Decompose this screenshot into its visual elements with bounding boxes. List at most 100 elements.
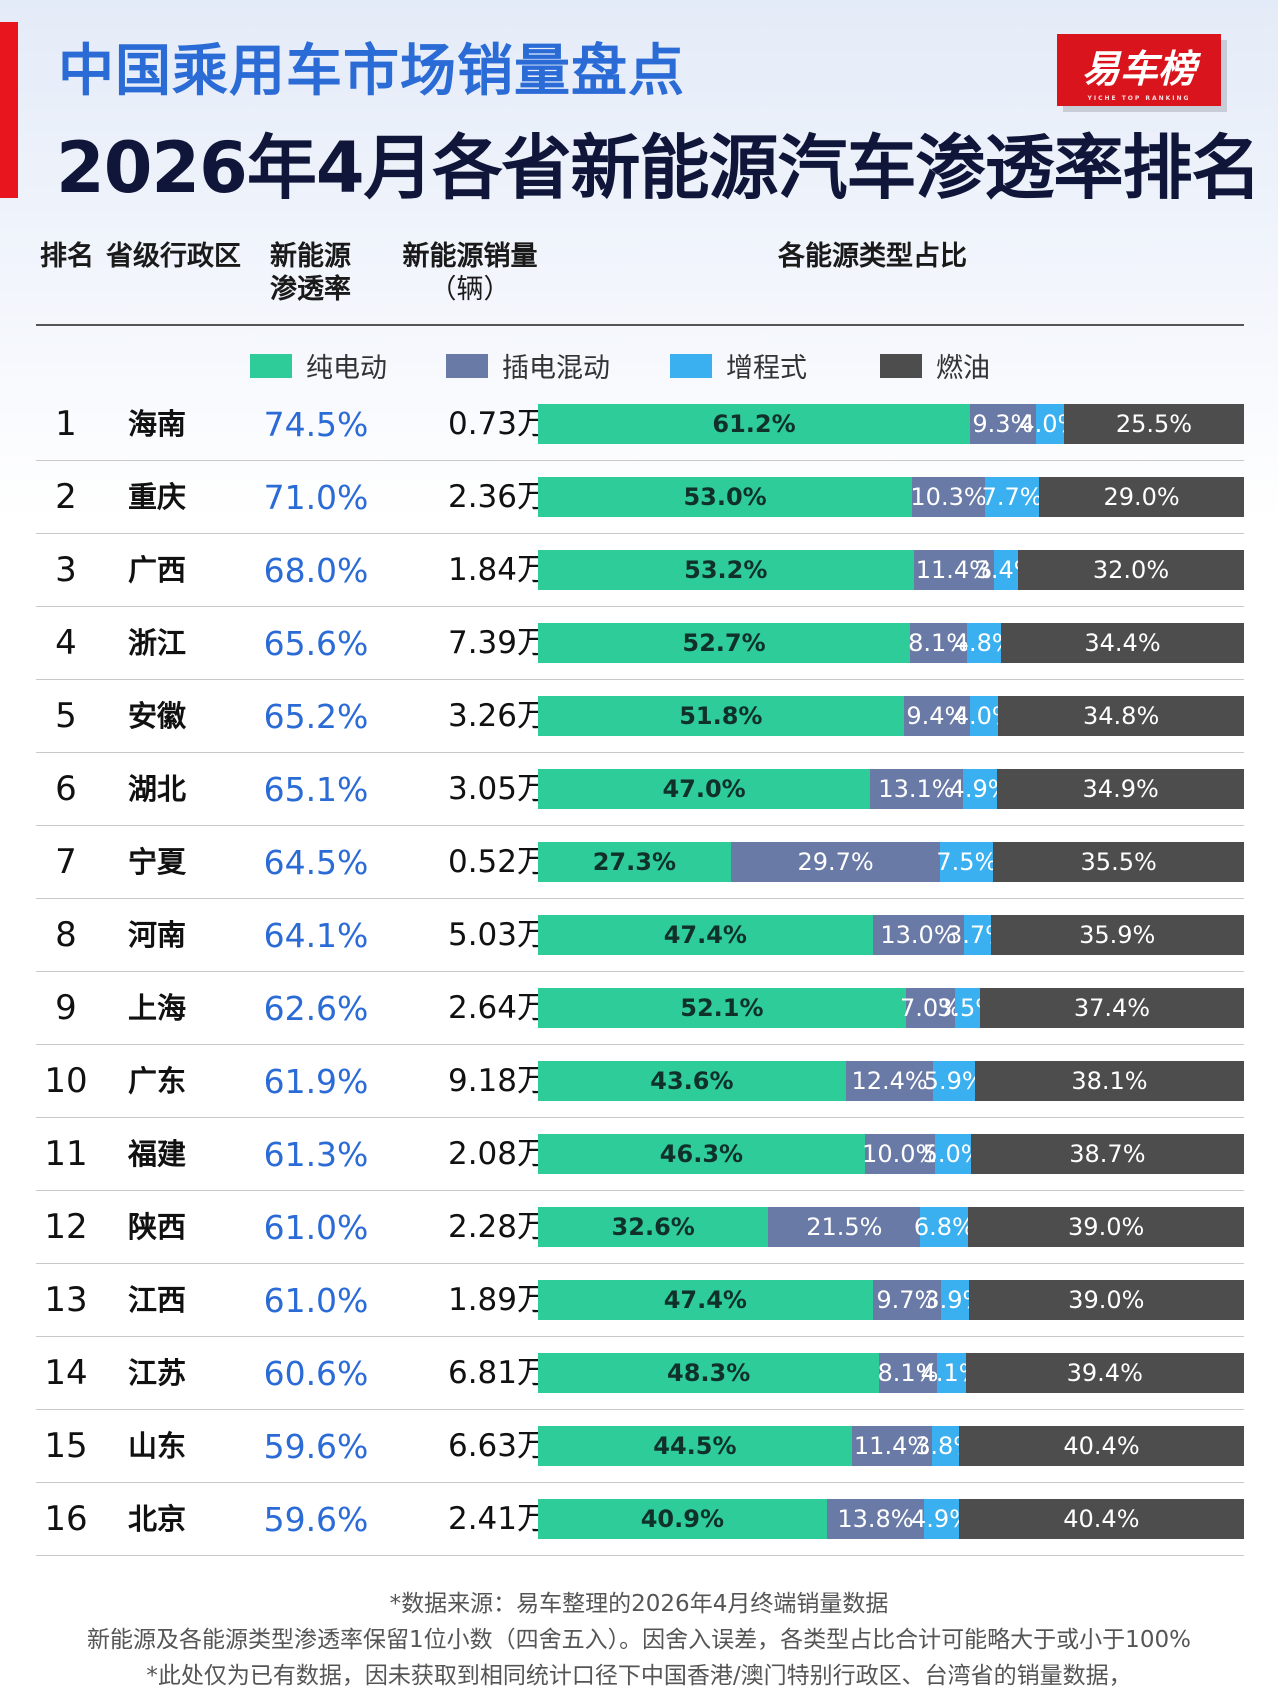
- bar-segment-bev: 27.3%: [538, 842, 731, 882]
- data-label-fuel: 25.5%: [1115, 410, 1193, 438]
- data-label-phev: 8.1%: [877, 1359, 939, 1387]
- bar-segment-fuel: 39.0%: [968, 1280, 1244, 1320]
- header-rule: [36, 324, 1244, 326]
- bar-segment-fuel: 38.7%: [970, 1134, 1244, 1174]
- share-bar: 32.6% 21.5% 6.8% 39.0%: [538, 1207, 1244, 1247]
- nev-sales-cell: 2.36万: [447, 479, 548, 515]
- data-label-bev: 52.1%: [680, 994, 764, 1022]
- row-divider: [36, 971, 1244, 972]
- header-rank: 排名: [40, 241, 94, 272]
- rank-cell: 13: [44, 1280, 88, 1320]
- share-bar: 27.3% 29.7% 7.5% 35.5%: [538, 842, 1244, 882]
- bar-segment-fuel: 39.4%: [965, 1353, 1244, 1393]
- bar-segment-bev: 32.6%: [538, 1207, 769, 1247]
- row-divider: [36, 1044, 1244, 1045]
- bar-segment-phev: 9.3%: [970, 404, 1036, 444]
- bar-segment-erev: 3.9%: [924, 1280, 985, 1320]
- bar-segment-erev: 3.8%: [915, 1426, 976, 1466]
- bar-segment-bev: 47.0%: [538, 769, 871, 809]
- province-cell: 广东: [128, 1064, 187, 1098]
- share-bar: 43.6% 12.4% 5.9% 38.1%: [538, 1061, 1244, 1101]
- province-cell: 福建: [128, 1137, 187, 1171]
- nev-sales-cell: 3.05万: [447, 771, 548, 807]
- nev-sales-cell: 3.26万: [447, 698, 548, 734]
- province-cell: 陕西: [128, 1210, 187, 1244]
- bar-segment-phev: 10.0%: [862, 1134, 938, 1174]
- province-cell: 湖北: [128, 772, 187, 806]
- table-row: 1 海南 74.5% 0.73万 61.2% 9.3% 4.0% 25.5%: [36, 388, 1244, 461]
- share-bar: 52.7% 8.1% 4.8% 34.4%: [538, 623, 1244, 663]
- data-label-bev: 51.8%: [679, 702, 763, 730]
- data-label-fuel: 34.8%: [1083, 702, 1160, 730]
- rank-cell: 1: [55, 404, 77, 444]
- row-divider: [36, 533, 1244, 534]
- legend-item-bev: 纯电动: [250, 346, 387, 385]
- data-label-phev: 9.7%: [876, 1286, 938, 1314]
- header-nev-rate-line2: 渗透率: [270, 274, 351, 305]
- page-subtitle: 2026年4月各省新能源汽车渗透率排名: [56, 127, 1262, 209]
- nev-sales-cell: 5.03万: [447, 917, 548, 953]
- province-cell: 江苏: [128, 1356, 187, 1390]
- bar-segment-erev: 6.8%: [914, 1207, 975, 1247]
- row-divider: [36, 752, 1244, 753]
- share-bar: 47.4% 9.7% 3.9% 39.0%: [538, 1280, 1244, 1320]
- legend-label-phev: 插电混动: [502, 353, 610, 384]
- rank-cell: 2: [55, 477, 77, 517]
- legend-item-phev: 插电混动: [446, 346, 610, 385]
- data-label-fuel: 40.4%: [1063, 1432, 1140, 1460]
- bar-segment-phev: 29.7%: [730, 842, 941, 882]
- bar-segment-phev: 13.1%: [870, 769, 963, 809]
- data-label-fuel: 29.0%: [1103, 483, 1180, 511]
- legend-swatch-phev: [446, 353, 488, 378]
- header-nev-sales-line2: （辆）: [429, 274, 511, 305]
- rank-cell: 6: [55, 769, 77, 809]
- data-label-phev: 10.3%: [910, 483, 987, 511]
- bar-segment-phev: 21.5%: [768, 1207, 921, 1247]
- row-divider: [36, 1482, 1244, 1483]
- nev-rate-cell: 59.6%: [263, 1500, 369, 1539]
- data-label-phev: 11.4%: [853, 1432, 931, 1460]
- bar-segment-erev: 3.5%: [937, 988, 998, 1028]
- nev-rate-cell: 65.2%: [263, 697, 369, 736]
- header-province: 省级行政区: [106, 241, 241, 272]
- bar-segment-erev: 7.5%: [936, 842, 997, 882]
- share-bar: 52.1% 7.0% 3.5% 37.4%: [538, 988, 1244, 1028]
- bar-segment-fuel: 34.9%: [997, 769, 1244, 809]
- row-divider: [36, 898, 1244, 899]
- province-cell: 江西: [128, 1283, 187, 1317]
- bar-segment-fuel: 39.0%: [968, 1207, 1244, 1247]
- bar-segment-fuel: 25.5%: [1063, 404, 1244, 444]
- bar-segment-erev: 3.4%: [976, 550, 1037, 590]
- rank-cell: 9: [55, 988, 77, 1028]
- nev-sales-cell: 2.28万: [447, 1209, 548, 1245]
- data-label-phev: 11.4%: [915, 556, 992, 584]
- bar-segment-bev: 43.6%: [538, 1061, 846, 1101]
- legend-swatch-fuel: [880, 353, 922, 378]
- header-nev-rate-line1: 新能源: [270, 241, 351, 272]
- data-label-bev: 44.5%: [653, 1432, 737, 1460]
- data-label-bev: 53.0%: [683, 483, 767, 511]
- bar-segment-fuel: 29.0%: [1039, 477, 1244, 517]
- bar-segment-fuel: 35.9%: [990, 915, 1244, 955]
- nev-rate-cell: 64.5%: [263, 843, 369, 882]
- bar-segment-phev: 10.3%: [910, 477, 987, 517]
- rank-cell: 14: [44, 1353, 88, 1393]
- legend-label-erev: 增程式: [726, 353, 807, 384]
- share-bar: 44.5% 11.4% 3.8% 40.4%: [538, 1426, 1244, 1466]
- bar-segment-bev: 46.3%: [538, 1134, 865, 1174]
- data-label-fuel: 39.0%: [1068, 1213, 1145, 1241]
- bar-segment-fuel: 34.8%: [998, 696, 1244, 736]
- table-row: 12 陕西 61.0% 2.28万 32.6% 21.5% 6.8% 39.0%: [36, 1191, 1244, 1264]
- table-row: 11 福建 61.3% 2.08万 46.3% 10.0% 5.0% 38.7%: [36, 1118, 1244, 1191]
- data-label-bev: 53.2%: [684, 556, 768, 584]
- table-row: 4 浙江 65.6% 7.39万 52.7% 8.1% 4.8% 34.4%: [36, 607, 1244, 680]
- bar-segment-bev: 47.4%: [538, 1280, 873, 1320]
- data-label-fuel: 38.7%: [1069, 1140, 1146, 1168]
- nev-rate-cell: 65.1%: [263, 770, 369, 809]
- bar-segment-erev: 5.9%: [924, 1061, 985, 1101]
- nev-rate-cell: 61.9%: [263, 1062, 369, 1101]
- nev-sales-cell: 2.64万: [447, 990, 548, 1026]
- data-label-bev: 47.0%: [662, 775, 746, 803]
- bar-segment-bev: 48.3%: [538, 1353, 880, 1393]
- share-bar: 48.3% 8.1% 4.1% 39.4%: [538, 1353, 1244, 1393]
